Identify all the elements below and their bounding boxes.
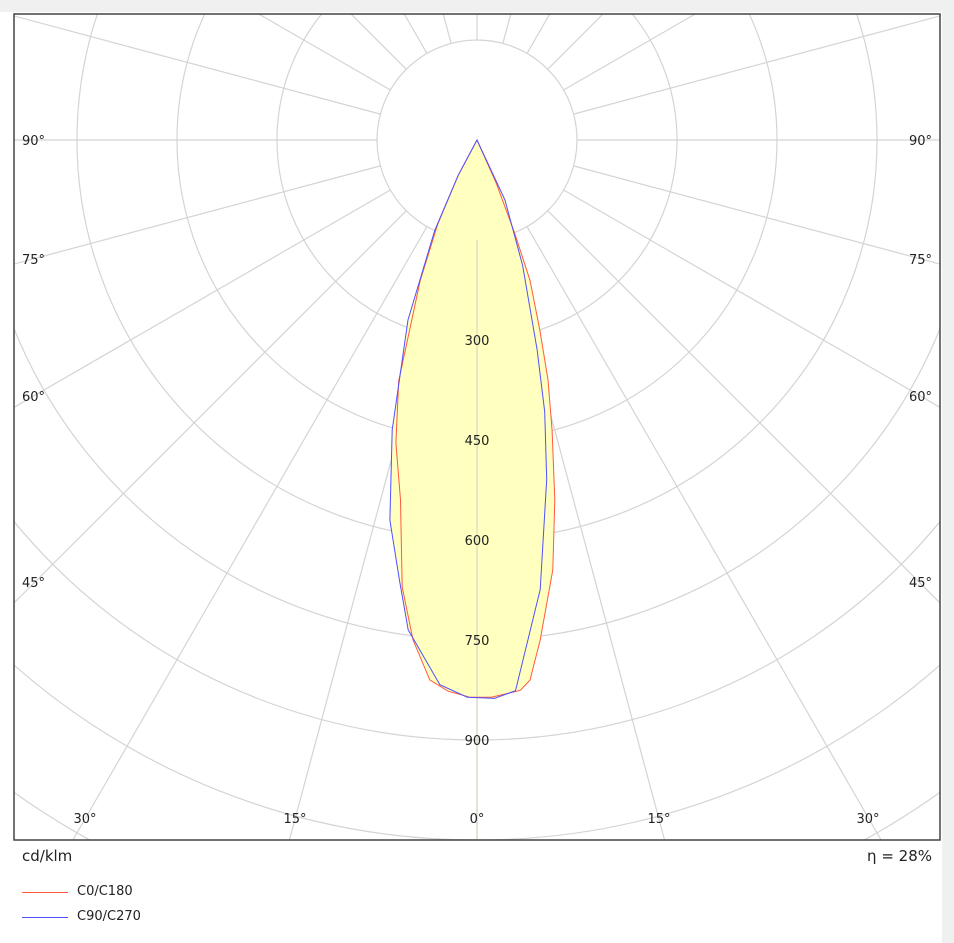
grid-spoke: [563, 189, 940, 408]
grid-spoke: [14, 189, 391, 408]
grid-spoke: [573, 15, 940, 115]
angle-label-left: 75°: [22, 253, 45, 268]
grid-spoke: [547, 210, 940, 604]
angle-label-right: 45°: [909, 576, 932, 591]
grid-spoke: [547, 14, 604, 70]
angle-label-left: 90°: [22, 134, 45, 149]
grid-spoke: [442, 14, 452, 44]
angle-label-bottom: 0°: [470, 812, 485, 827]
grid-spoke: [573, 165, 940, 265]
radial-tick-label: 450: [465, 434, 490, 449]
angle-label-right: 60°: [909, 390, 932, 405]
grid-spoke: [526, 226, 882, 840]
grid-spoke: [14, 15, 381, 115]
curve-fill: [389, 140, 547, 699]
grid-spoke: [563, 14, 696, 91]
radial-tick-label: 750: [465, 634, 490, 649]
grid-spoke: [350, 14, 407, 70]
angle-label-left: 60°: [22, 390, 45, 405]
grid-spoke: [72, 226, 428, 840]
series-line-c90-c270: [389, 138, 548, 699]
legend-swatch-c0-c180: [22, 892, 68, 893]
angle-label-bottom: 15°: [283, 812, 306, 827]
angle-label-bottom: 30°: [856, 812, 879, 827]
grid-spoke: [403, 14, 428, 54]
angle-label-bottom: 15°: [647, 812, 670, 827]
grid-spoke: [526, 14, 551, 54]
radial-tick-label: 300: [465, 334, 490, 349]
grid-spoke: [14, 210, 407, 604]
legend-label-c0-c180: C0/C180: [77, 884, 133, 899]
unit-label: cd/klm: [22, 847, 73, 865]
angle-label-right: 90°: [909, 134, 932, 149]
legend-label-c90-c270: C90/C270: [77, 909, 141, 924]
radial-tick-label: 900: [465, 734, 490, 749]
grid-spoke: [258, 14, 391, 91]
efficiency-label: η = 28%: [867, 847, 932, 865]
legend-swatch-c90-c270: [22, 917, 68, 918]
grid-spoke: [502, 14, 512, 44]
angle-label-right: 75°: [909, 253, 932, 268]
angle-label-left: 45°: [22, 576, 45, 591]
plot-frame: [13, 13, 941, 841]
angle-label-bottom: 30°: [73, 812, 96, 827]
radial-tick-label: 600: [465, 534, 490, 549]
grid-spoke: [14, 165, 381, 265]
